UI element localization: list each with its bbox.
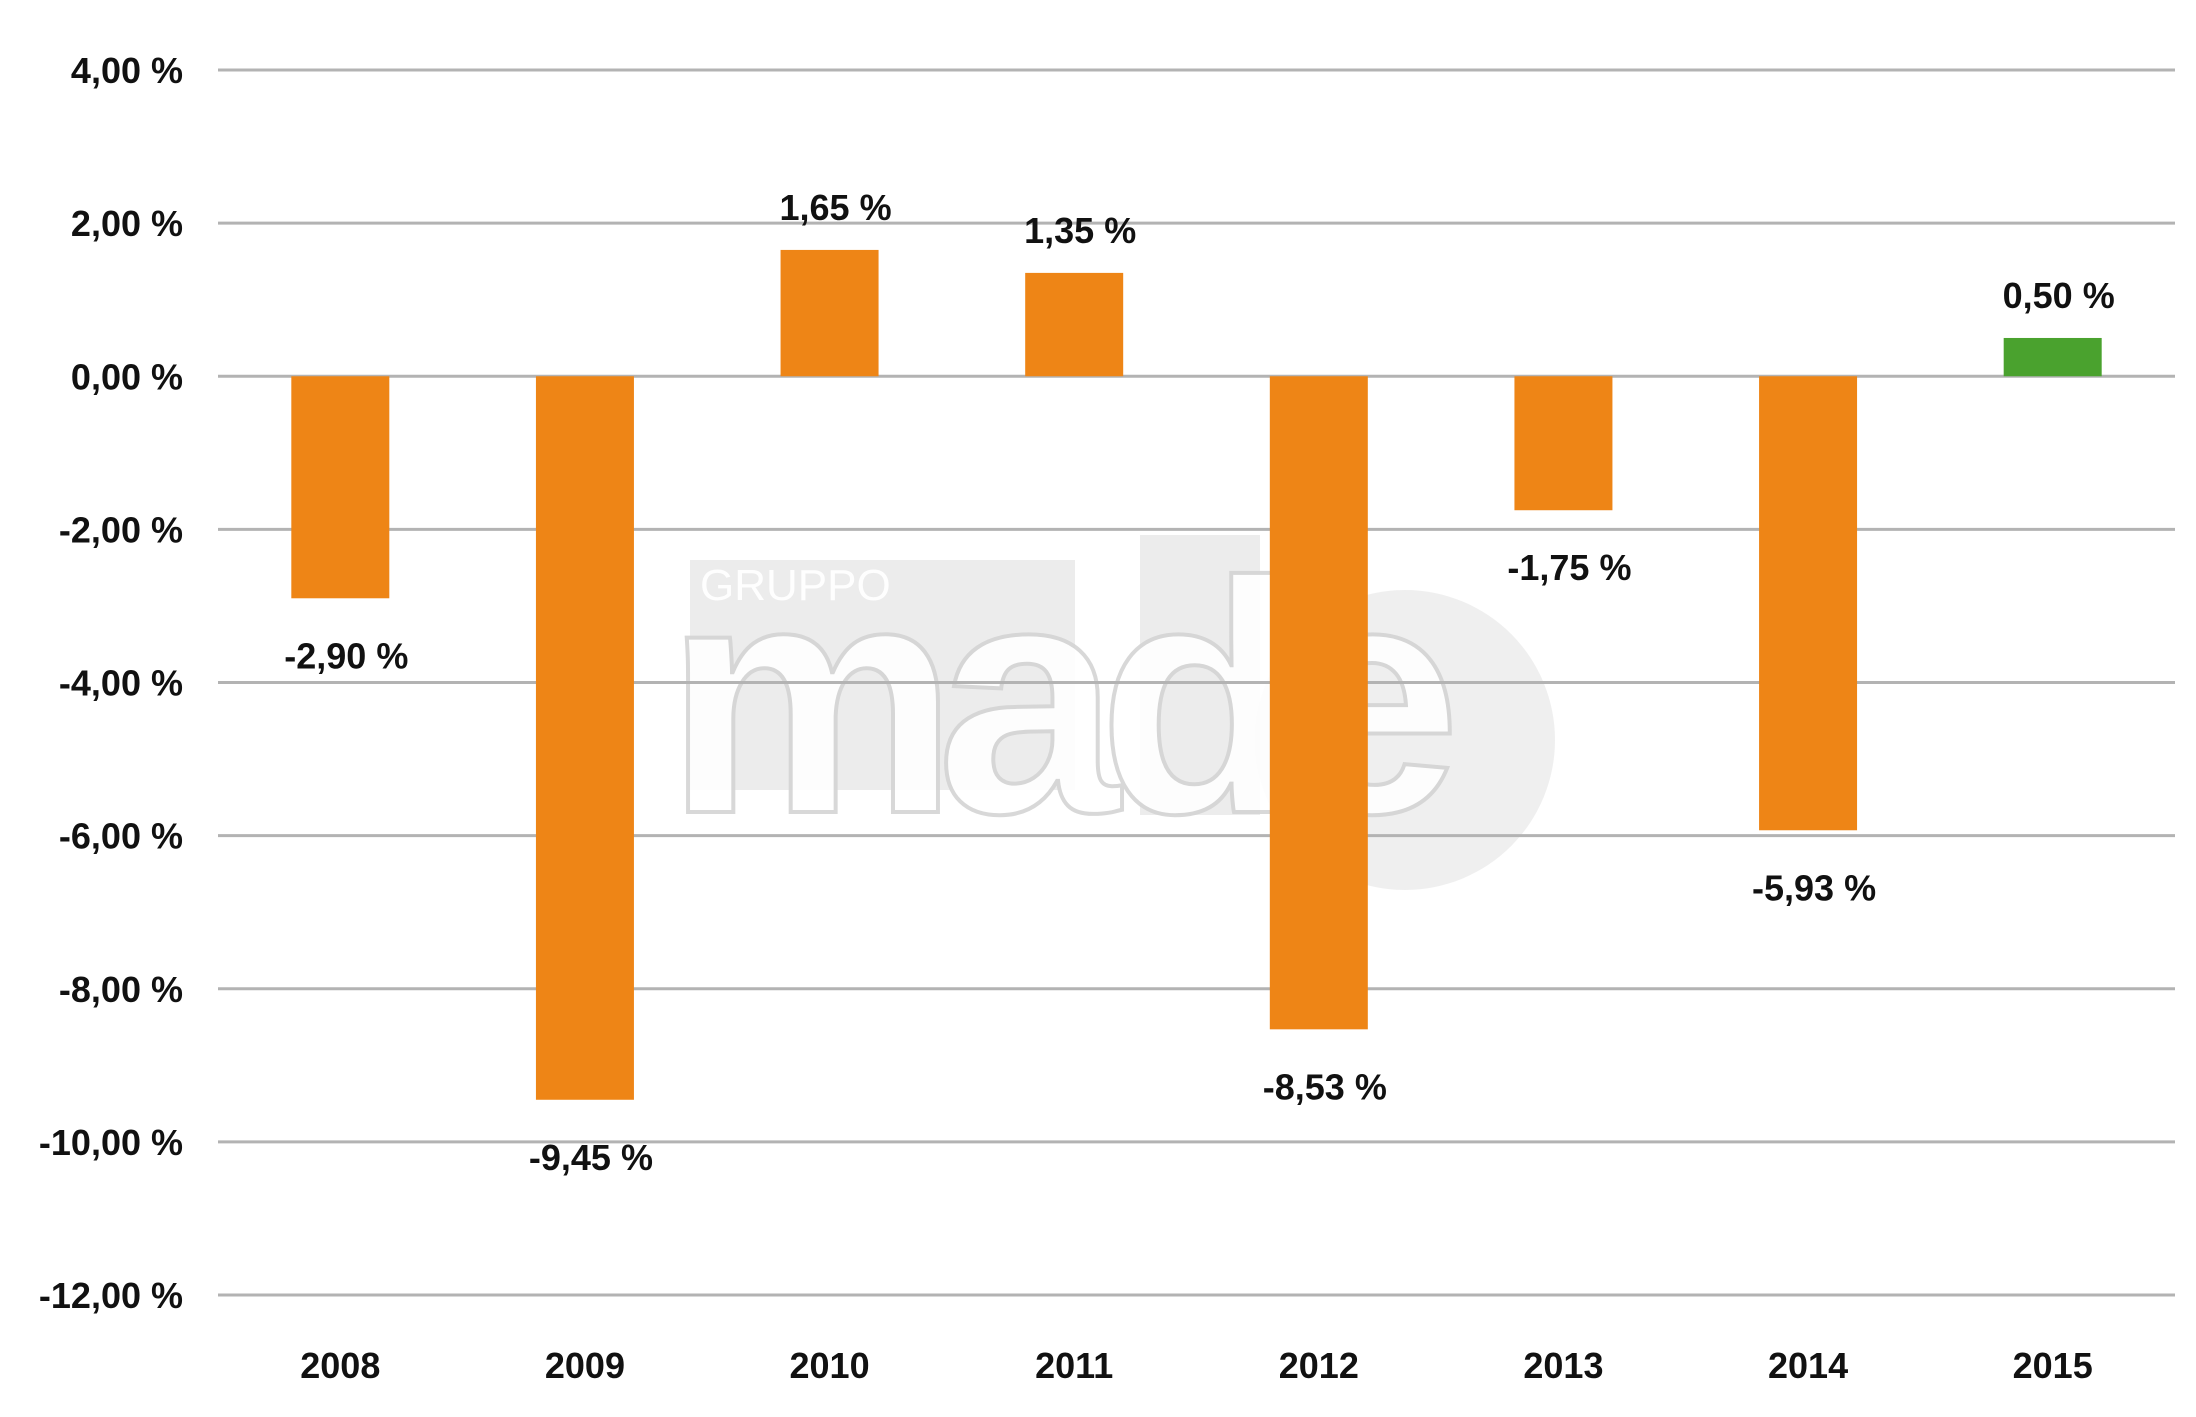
data-label: 0,50 %: [2003, 275, 2115, 316]
y-tick-label: -6,00 %: [59, 816, 183, 857]
x-tick-label: 2008: [300, 1345, 380, 1386]
y-tick-label: -4,00 %: [59, 663, 183, 704]
bar-2012: [1269, 376, 1368, 1030]
bar-2011: [1025, 272, 1124, 377]
data-label: 1,65 %: [780, 187, 892, 228]
x-axis-tick-labels: 2008 2009 2010 2011 2012 2013 2014 2015: [300, 1345, 2092, 1386]
data-label: -2,90 %: [284, 635, 408, 676]
data-label: -8,53 %: [1263, 1066, 1387, 1107]
bars: [291, 249, 2102, 1100]
x-tick-label: 2015: [2013, 1345, 2093, 1386]
gridlines: [218, 68, 2175, 1297]
data-label: -1,75 %: [1507, 547, 1631, 588]
y-tick-label: -2,00 %: [59, 509, 183, 550]
bar-2014: [1759, 376, 1858, 831]
watermark-logo: GRUPPO made: [663, 511, 1555, 890]
x-tick-label: 2010: [790, 1345, 870, 1386]
bar-2010: [780, 249, 879, 377]
data-label: -9,45 %: [529, 1137, 653, 1178]
x-tick-label: 2013: [1523, 1345, 1603, 1386]
y-tick-label: 2,00 %: [71, 203, 183, 244]
x-tick-label: 2014: [1768, 1345, 1848, 1386]
y-tick-label: 4,00 %: [71, 50, 183, 91]
watermark-small-text: GRUPPO: [700, 561, 891, 610]
y-axis-tick-labels: 4,00 % 2,00 % 0,00 % -2,00 % -4,00 % -6,00 % -…: [39, 50, 183, 1316]
bar-2008: [291, 376, 390, 599]
y-tick-label: -10,00 %: [39, 1122, 183, 1163]
y-tick-label: 0,00 %: [71, 356, 183, 397]
data-label: 1,35 %: [1024, 210, 1136, 251]
x-tick-label: 2012: [1279, 1345, 1359, 1386]
x-tick-label: 2009: [545, 1345, 625, 1386]
bar-2009: [535, 376, 634, 1100]
bar-2013: [1514, 376, 1613, 511]
data-label: -5,93 %: [1752, 867, 1876, 908]
y-tick-label: -12,00 %: [39, 1275, 183, 1316]
data-labels: -2,90 % -9,45 % 1,65 % 1,35 % -8,53 % -1,75 %…: [284, 187, 2114, 1178]
x-tick-label: 2011: [1035, 1345, 1113, 1386]
y-tick-label: -8,00 %: [59, 969, 183, 1010]
bar-2015: [2003, 337, 2102, 377]
